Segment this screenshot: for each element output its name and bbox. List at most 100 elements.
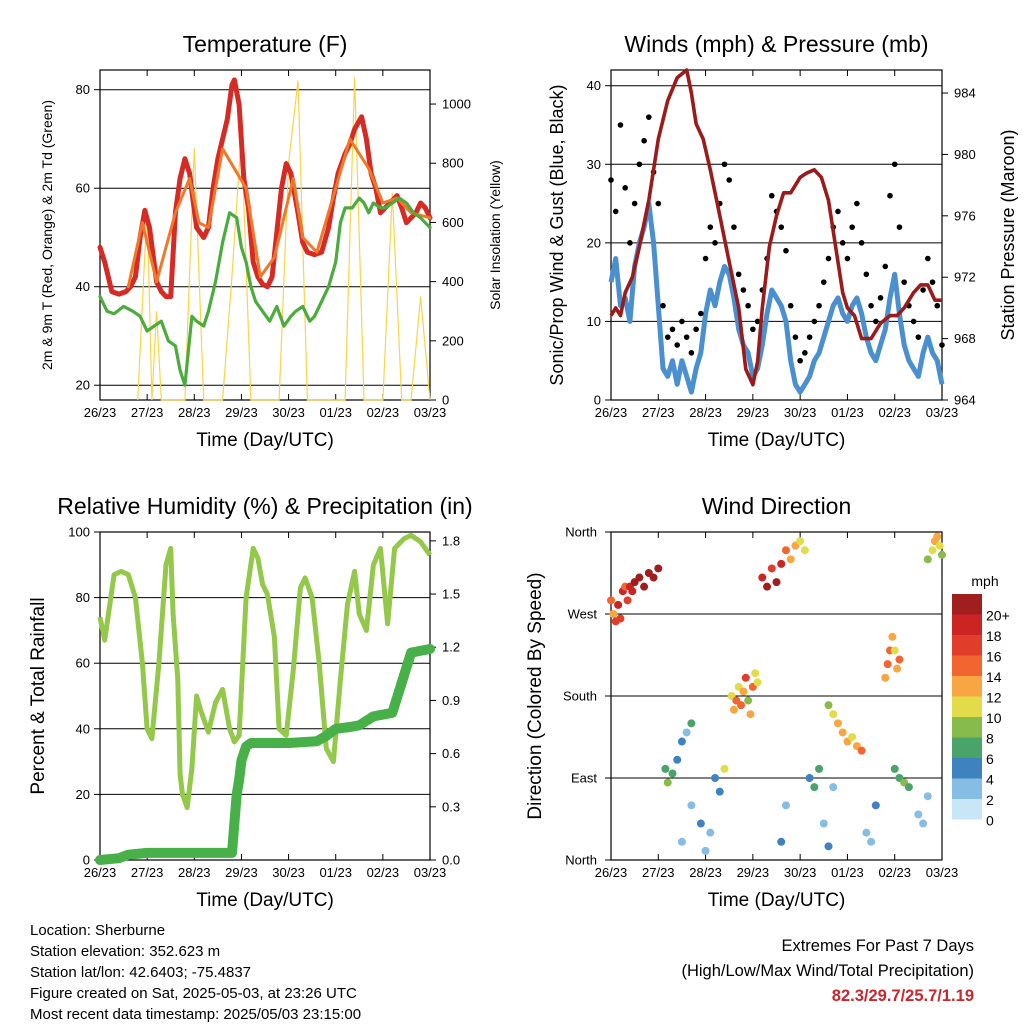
legend-swatch	[952, 758, 982, 779]
gust-point	[707, 224, 714, 230]
x-axis-label: Time (Day/UTC)	[196, 430, 334, 451]
legend-label: 0	[986, 812, 994, 828]
station-elevation: Station elevation: 352.623 m	[30, 943, 221, 960]
direction-point	[881, 673, 890, 682]
direction-point	[737, 701, 746, 710]
gust-point	[825, 255, 832, 262]
x-tick-label: 28/23	[178, 405, 211, 420]
x-tick-label: 27/23	[642, 405, 675, 420]
direction-point	[616, 614, 625, 623]
x-tick-label: 28/23	[178, 865, 211, 880]
gust-point	[920, 287, 926, 293]
y-tick-label: North	[565, 525, 597, 540]
x-axis-label: Time (Day/UTC)	[708, 890, 846, 911]
plot-frame	[99, 531, 431, 861]
y-right-tick-label: 0.3	[442, 799, 460, 814]
gust-point	[778, 224, 785, 230]
y-right-tick-label: 972	[954, 270, 976, 285]
gust-point	[622, 185, 628, 191]
x-tick-label: 03/23	[414, 405, 447, 420]
direction-point	[890, 646, 899, 655]
pressure-line	[609, 68, 942, 387]
x-tick-label: 02/23	[367, 405, 400, 420]
direction-point	[772, 578, 781, 587]
direction-point	[815, 764, 824, 773]
gust-point	[925, 255, 931, 262]
y-right-tick-label: 1.5	[442, 587, 460, 602]
gust-point	[910, 318, 917, 325]
y-tick-label: 60	[76, 181, 90, 196]
y-tick-label: 0	[594, 393, 601, 408]
legend-label: 10	[986, 710, 1002, 726]
gust-point	[768, 192, 775, 199]
gust-point	[735, 271, 742, 278]
direction-point	[824, 842, 833, 851]
y-right-tick-label: 1.8	[442, 533, 460, 548]
x-tick-label: 27/23	[131, 865, 164, 880]
legend-swatch	[952, 614, 982, 635]
y-tick-label: South	[563, 689, 597, 704]
legend-swatch	[952, 696, 982, 717]
legend-swatch	[952, 635, 982, 656]
direction-point	[711, 774, 720, 782]
direction-point	[607, 596, 615, 605]
direction-point	[819, 819, 828, 828]
direction-point	[862, 828, 871, 837]
direction-point	[938, 550, 946, 559]
direction-point	[654, 564, 663, 573]
gust-point	[877, 295, 884, 301]
gust-point	[641, 137, 647, 144]
x-tick-label: 27/23	[131, 405, 164, 420]
direction-point	[829, 783, 838, 792]
direction-point	[687, 719, 696, 728]
y-tick-label: 20	[76, 378, 90, 393]
direction-point	[857, 746, 866, 755]
direction-point	[883, 660, 892, 669]
y-right-tick-label: 800	[442, 156, 464, 171]
gust-point	[631, 200, 638, 207]
y-right-tick-label: 976	[954, 208, 976, 223]
chart-title: Wind Direction	[702, 493, 852, 519]
gust-point	[849, 224, 855, 230]
precip-line	[95, 644, 435, 865]
humidity-chart: 26/23 27/23 28/23 29/23 30/23 01/23 02/23 03/23…	[28, 493, 473, 911]
gust-point	[854, 200, 860, 207]
gust-point	[702, 255, 709, 262]
direction-point	[781, 801, 790, 810]
gust-point	[698, 310, 704, 317]
direction-point	[720, 764, 729, 773]
gust-point	[792, 334, 799, 340]
direction-point	[919, 819, 928, 828]
direction-point	[914, 810, 923, 819]
y-right-tick-label: 1000	[442, 97, 471, 112]
direction-point	[758, 573, 767, 582]
legend-swatch	[952, 594, 982, 615]
gust-point	[896, 224, 903, 230]
x-tick-label: 26/23	[595, 405, 628, 420]
legend-label: 18	[986, 628, 1002, 644]
gust-point	[858, 240, 865, 246]
direction-point	[649, 573, 658, 582]
gust-point	[612, 208, 619, 215]
gust-point	[811, 318, 818, 325]
gust-point	[636, 161, 643, 168]
x-tick-label: 26/23	[84, 865, 117, 880]
x-tick-label: 29/23	[737, 865, 770, 880]
direction-point	[715, 787, 724, 796]
legend-label: 8	[986, 730, 994, 746]
gust-point	[712, 240, 718, 246]
direction-point	[893, 664, 902, 673]
x-tick-label: 03/23	[926, 405, 959, 420]
legend-label: 2	[986, 792, 994, 808]
chart-title: Temperature (F)	[183, 31, 348, 57]
direction-point	[923, 792, 932, 801]
x-tick-label: 01/23	[319, 405, 352, 420]
gust-point	[802, 350, 808, 356]
legend-title: mph	[971, 573, 998, 589]
y-right-axis-label: Solar Insolation (Yellow)	[487, 160, 503, 310]
chart-title: Relative Humidity (%) & Precipitation (i…	[57, 493, 472, 519]
direction-point	[744, 696, 753, 705]
direction-point	[628, 587, 637, 596]
x-tick-label: 02/23	[878, 865, 911, 880]
x-tick-label: 26/23	[84, 405, 117, 420]
